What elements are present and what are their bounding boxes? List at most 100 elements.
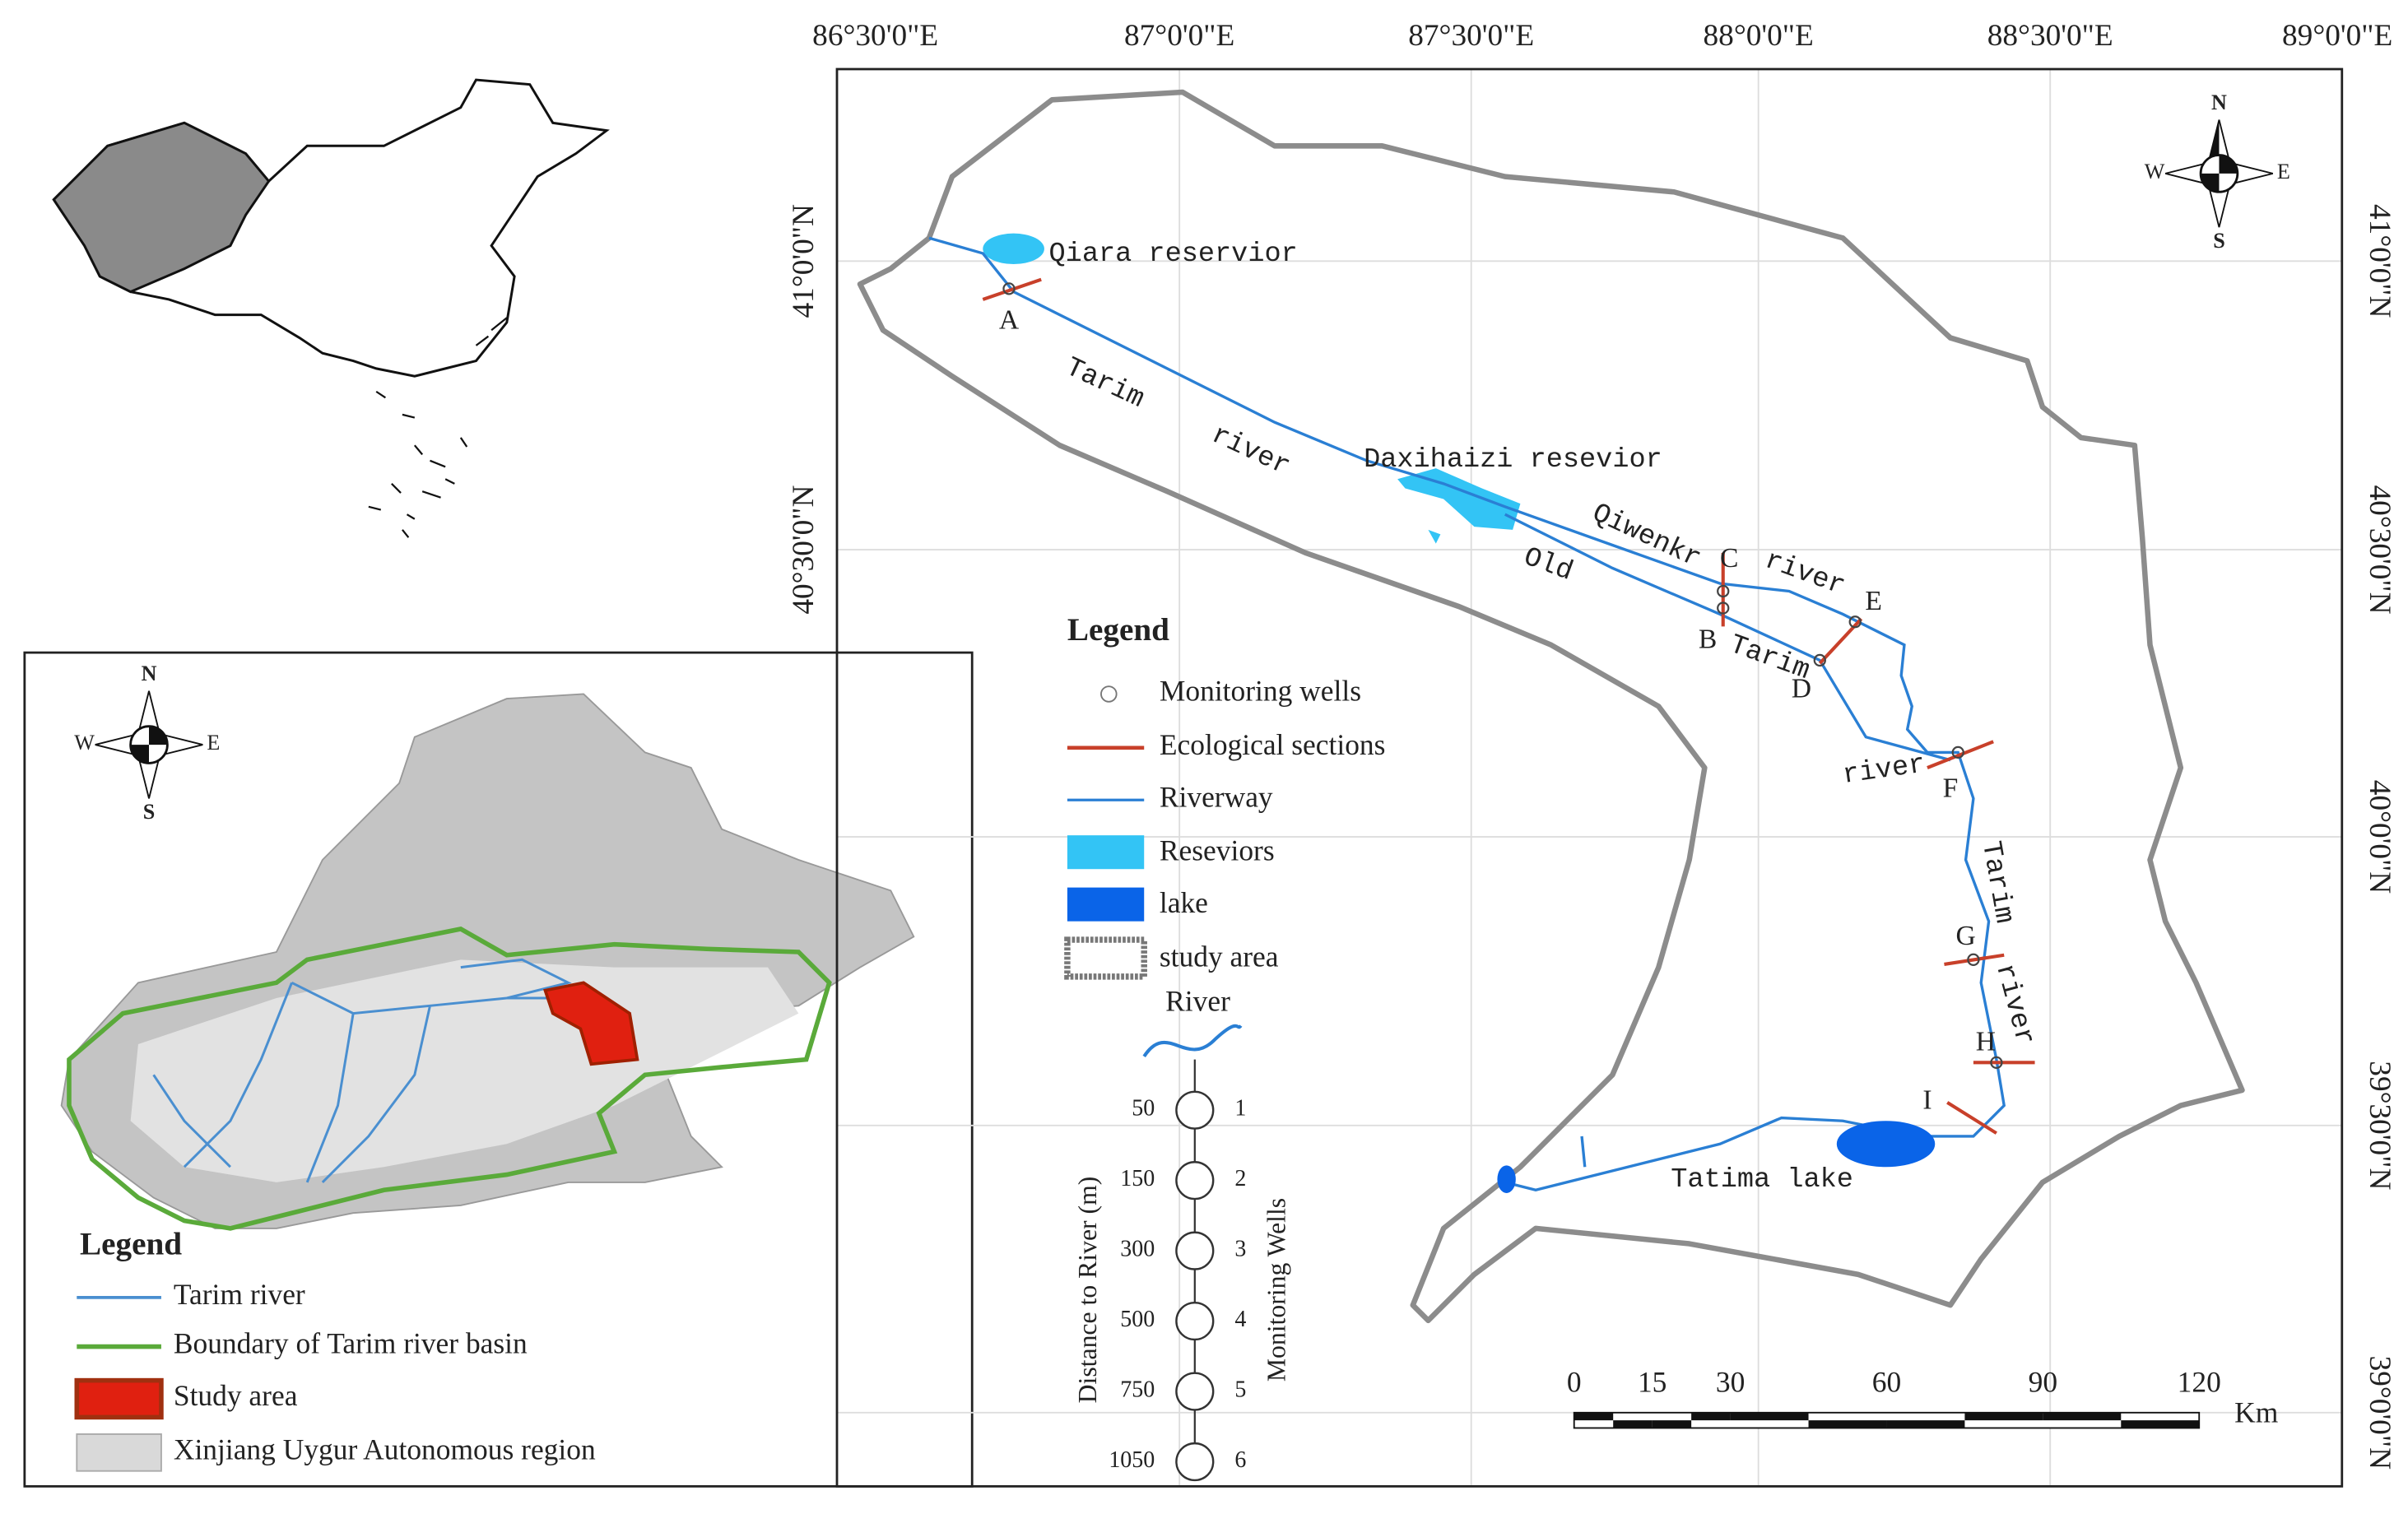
legend-item: Ecological sections xyxy=(1160,728,1386,761)
legend-lake-symbol xyxy=(1067,887,1145,922)
scale-segment xyxy=(1652,1420,1692,1428)
inset-compass xyxy=(95,690,203,799)
place-label: Qiara reservior xyxy=(1049,239,1298,270)
place-label: river xyxy=(1206,420,1295,483)
legend-study-symbol xyxy=(74,1377,164,1420)
scale-unit: Km xyxy=(2234,1396,2279,1429)
section-label: C xyxy=(1720,543,1738,574)
scale-label: 90 xyxy=(2029,1365,2057,1398)
section-label: G xyxy=(1955,921,1975,951)
latitude-label: 39°0'0"N xyxy=(2363,1356,2396,1470)
section-label: H xyxy=(1976,1027,1996,1057)
well-distance: 50 xyxy=(1132,1096,1155,1122)
compass-west: W xyxy=(74,731,95,755)
section-line xyxy=(1946,1101,1997,1135)
legend-item: study area xyxy=(1160,940,1279,973)
scale-segment xyxy=(2043,1412,2122,1421)
well-distance: 300 xyxy=(1120,1237,1155,1262)
well-circle xyxy=(1175,1442,1215,1482)
inset-legend-item: Tarim river xyxy=(174,1278,305,1311)
latitude-label: 40°0'0"N xyxy=(2363,780,2396,894)
well xyxy=(1848,615,1862,629)
study-area-outline xyxy=(857,89,2245,1324)
islands xyxy=(368,317,508,538)
compass-north: N xyxy=(2211,91,2227,114)
qiara-reservoir xyxy=(983,233,1044,264)
map-frame xyxy=(835,67,2344,1488)
latitude-label: 40°30'0"N xyxy=(787,485,820,614)
well-number: 2 xyxy=(1234,1166,1246,1191)
compass-quarters xyxy=(130,726,168,764)
river-squiggle xyxy=(1142,1024,1243,1058)
graticule xyxy=(837,68,2342,1487)
scale-segment xyxy=(1964,1412,2043,1421)
well xyxy=(1967,953,1980,966)
scale-segment xyxy=(1886,1420,1965,1428)
china-locator xyxy=(52,78,610,538)
place-label: river xyxy=(1988,960,2040,1048)
compass-west: W xyxy=(2145,160,2165,183)
scale-segment xyxy=(1691,1412,1731,1421)
inset-legend-item: Boundary of Tarim river basin xyxy=(174,1327,528,1360)
tarim-basin xyxy=(130,959,799,1182)
xinjiang-fill xyxy=(52,121,271,294)
section-label: I xyxy=(1922,1085,1932,1116)
wells-axis-label: Monitoring Wells xyxy=(1262,1198,1291,1382)
legend-title: Legend xyxy=(1067,612,1169,648)
main-compass xyxy=(2164,119,2274,228)
legend-study-symbol xyxy=(1064,936,1147,980)
inset-legend-item: Xinjiang Uygur Autonomous region xyxy=(174,1433,596,1465)
section-label: A xyxy=(999,305,1019,336)
inset-legend-symbols xyxy=(74,1295,164,1472)
legend-item: lake xyxy=(1160,886,1208,919)
legend-reservoir-symbol xyxy=(1067,835,1145,870)
well xyxy=(1951,745,1964,759)
well-diagram-title: River xyxy=(1165,985,1230,1018)
section-line xyxy=(1927,740,1994,769)
scale-segment xyxy=(1613,1420,1653,1428)
compass-east: E xyxy=(2277,160,2290,183)
compass-east: E xyxy=(207,731,220,755)
well-distance: 750 xyxy=(1120,1377,1155,1402)
daxihaizi-reservoir xyxy=(1397,468,1521,544)
scale-label: 0 xyxy=(1567,1365,1582,1398)
well xyxy=(1990,1056,2003,1069)
inset-legend-title: Legend xyxy=(80,1226,182,1261)
latitude-label: 41°0'0"N xyxy=(2363,204,2396,318)
well-number: 3 xyxy=(1234,1237,1246,1262)
latitude-label: 40°30'0"N xyxy=(2363,485,2396,615)
legend-item: Reseviors xyxy=(1160,834,1275,867)
compass-quarters xyxy=(2201,155,2238,193)
place-label: Tarim xyxy=(1974,838,2020,926)
well-distance: 150 xyxy=(1120,1166,1155,1191)
legend-well-symbol xyxy=(1100,685,1118,703)
section-label: B xyxy=(1699,625,1717,655)
longitude-label: 87°30'0"E xyxy=(1408,19,1534,53)
well xyxy=(1717,601,1730,615)
section-label: F xyxy=(1943,773,1959,804)
main-map xyxy=(95,67,2344,1488)
section-label: E xyxy=(1865,586,1882,616)
section-line xyxy=(1818,617,1863,665)
scale-segment xyxy=(1808,1420,1887,1428)
well xyxy=(1813,653,1826,667)
scale-label: 120 xyxy=(2178,1365,2221,1398)
well xyxy=(1002,282,1016,295)
inset-study-area xyxy=(543,981,639,1066)
inset-rivers xyxy=(152,958,572,1183)
legend-item: Riverway xyxy=(1160,780,1273,813)
well-circle xyxy=(1175,1090,1215,1130)
main-legend-symbols xyxy=(1064,685,1243,1467)
inset-map xyxy=(23,651,974,1488)
well xyxy=(1717,584,1730,598)
longitude-label: 88°30'0"E xyxy=(1987,19,2113,53)
ecological-sections xyxy=(982,277,2035,1135)
latitude-label: 39°30'0"N xyxy=(2363,1061,2396,1190)
well-circle xyxy=(1175,1301,1215,1341)
scale-label: 60 xyxy=(1872,1365,1901,1398)
scale-label: 30 xyxy=(1716,1365,1745,1398)
compass-south: S xyxy=(2213,229,2225,253)
well-number: 4 xyxy=(1234,1307,1246,1332)
place-label: river xyxy=(1760,545,1849,602)
